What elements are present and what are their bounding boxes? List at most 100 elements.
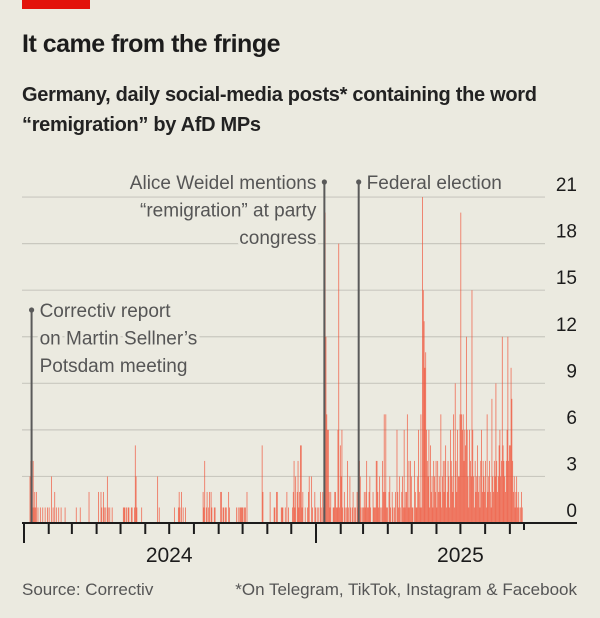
bar — [505, 460, 507, 523]
bar — [513, 476, 515, 523]
bar — [384, 491, 386, 523]
bar — [223, 507, 225, 523]
bar — [44, 507, 46, 523]
bar — [181, 491, 182, 523]
bar — [333, 507, 335, 523]
bar — [342, 507, 344, 523]
bar — [410, 460, 411, 523]
bar — [334, 491, 336, 523]
bar — [406, 491, 407, 523]
bar — [228, 491, 230, 523]
footnote: *On Telegram, TikTok, Instagram & Facebo… — [235, 580, 577, 599]
bar — [437, 460, 439, 523]
bar — [299, 491, 301, 523]
bar — [349, 476, 351, 523]
bar — [322, 491, 324, 523]
bar — [363, 507, 364, 523]
bar — [136, 507, 138, 523]
bar — [229, 507, 230, 523]
bar — [209, 491, 210, 523]
bar — [274, 507, 276, 523]
bar — [481, 429, 482, 523]
bar — [411, 507, 413, 523]
y-tick-label: 6 — [566, 408, 577, 429]
bar — [354, 507, 356, 523]
bar — [407, 507, 409, 523]
bar — [454, 507, 455, 523]
bar — [377, 491, 379, 523]
bar — [490, 507, 492, 523]
bar — [521, 507, 523, 523]
bar — [364, 507, 366, 523]
bar — [417, 476, 419, 523]
bar — [502, 445, 504, 523]
bar — [237, 507, 239, 523]
bar — [173, 507, 175, 523]
bar — [295, 476, 297, 523]
bar — [495, 383, 497, 523]
bar — [276, 491, 278, 523]
bar — [298, 507, 300, 523]
bar — [301, 507, 303, 523]
bar — [246, 491, 248, 523]
bar — [501, 336, 503, 523]
bar — [123, 507, 125, 523]
bar — [241, 507, 243, 523]
bar — [126, 507, 127, 523]
bar — [370, 507, 372, 523]
bar — [262, 491, 264, 523]
bar — [430, 445, 431, 523]
bar — [428, 429, 430, 523]
bar — [452, 491, 454, 523]
annotations: Correctiv report on Martin Sellner’s Potsd… — [28, 170, 505, 523]
bar — [387, 507, 388, 523]
bar — [422, 197, 423, 523]
bar — [308, 476, 310, 523]
bar — [273, 507, 275, 523]
bar — [352, 491, 354, 523]
bar — [330, 491, 332, 523]
bar — [206, 491, 208, 523]
bar — [308, 491, 309, 523]
y-tick-label: 21 — [556, 175, 577, 196]
bar — [450, 429, 451, 523]
bar — [504, 476, 506, 523]
x-tick-label: 2025 — [437, 544, 484, 567]
y-tick-label: 3 — [566, 454, 577, 475]
bar — [493, 460, 495, 523]
bar — [441, 507, 443, 523]
bar — [127, 507, 129, 523]
bar — [518, 507, 520, 523]
bar — [64, 507, 66, 523]
bar — [497, 476, 499, 523]
bar — [388, 491, 390, 523]
bar — [304, 507, 306, 523]
bar — [179, 507, 181, 523]
bar — [484, 491, 486, 523]
bar — [177, 507, 179, 523]
bar — [485, 460, 486, 523]
bar — [514, 507, 516, 523]
bar — [320, 507, 322, 523]
bar — [221, 491, 222, 523]
bar — [426, 429, 427, 523]
bar — [282, 507, 284, 523]
bar — [500, 476, 502, 523]
bar — [374, 507, 376, 523]
bar — [280, 507, 282, 523]
bar — [414, 460, 415, 523]
bar — [340, 476, 342, 523]
bar — [356, 491, 358, 523]
bar — [409, 507, 411, 523]
bar — [204, 460, 206, 523]
bar — [242, 507, 244, 523]
bar — [440, 414, 442, 523]
bar — [343, 491, 345, 523]
bar — [286, 491, 288, 523]
bar — [182, 507, 184, 523]
bar — [211, 507, 213, 523]
annotation-dot — [321, 179, 327, 185]
bar — [472, 429, 474, 523]
annotation-text: congress — [239, 228, 316, 249]
